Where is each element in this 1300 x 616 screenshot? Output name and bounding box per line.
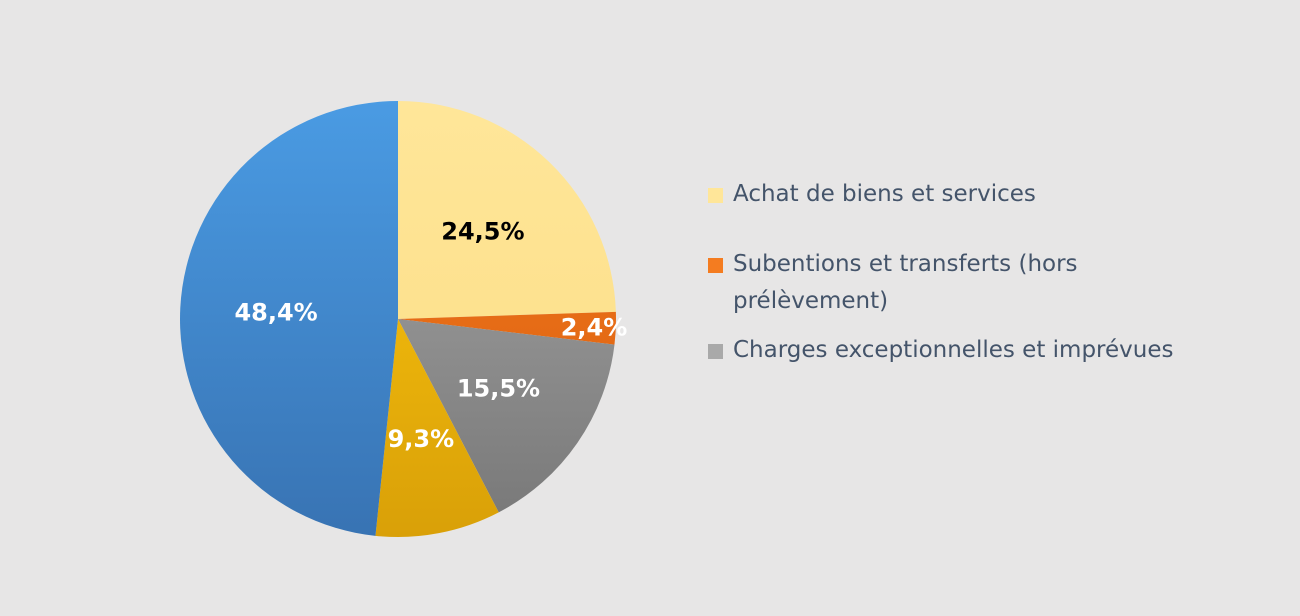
legend-swatch-charges	[708, 344, 723, 359]
slice-label-15-5: 15,5%	[457, 374, 540, 402]
legend-swatch-subventions	[708, 258, 723, 273]
pie-slice-24-5	[398, 101, 616, 319]
slice-label-24-5: 24,5%	[441, 217, 524, 245]
slice-label-48-4: 48,4%	[234, 299, 317, 327]
legend-label-charges: Charges exceptionnelles et imprévues	[733, 337, 1174, 363]
legend-item-charges: Charges exceptionnelles et imprévues	[706, 332, 1186, 369]
pie-slice-15-5	[398, 319, 615, 513]
pie-slice-9-3	[375, 319, 499, 537]
legend-label-subventions: Subentions et transferts (hors prélèveme…	[733, 251, 1078, 314]
legend-swatch-achat	[708, 188, 723, 203]
legend-item-subventions: Subentions et transferts (hors prélèveme…	[706, 246, 1186, 320]
pie-slice-48-4	[180, 101, 398, 536]
pie-slice-2-4	[398, 311, 616, 345]
slice-label-9-3: 9,3%	[388, 425, 455, 453]
chart-legend: Achat de biens et services Subentions et…	[706, 176, 1186, 369]
slice-label-2-4: 2,4%	[561, 313, 628, 341]
legend-item-achat: Achat de biens et services	[706, 176, 1186, 213]
legend-label-achat: Achat de biens et services	[733, 181, 1036, 207]
